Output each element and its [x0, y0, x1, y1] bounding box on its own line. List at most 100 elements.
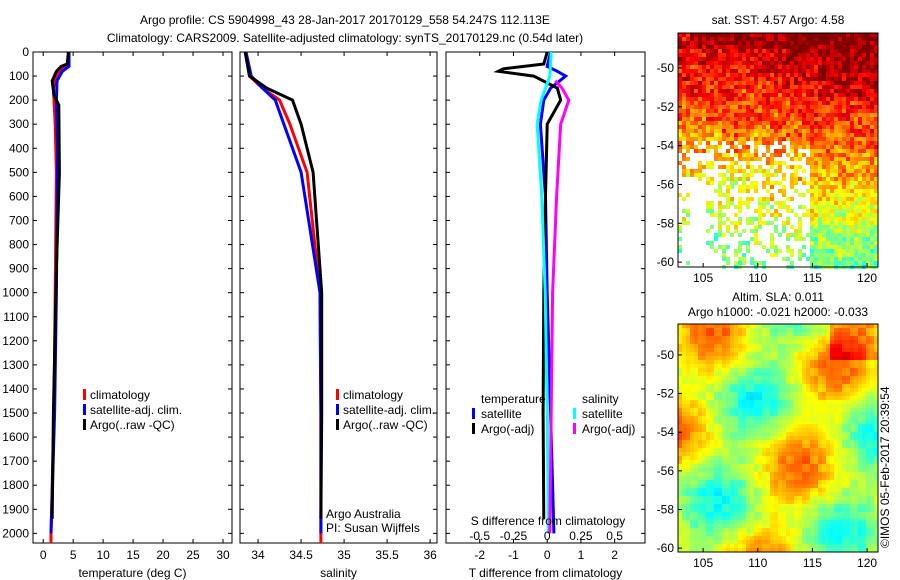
map-cell [754, 249, 758, 253]
map-cell [866, 185, 870, 189]
map-cell [814, 177, 818, 181]
map-cell [738, 368, 742, 372]
map-cell [682, 400, 686, 404]
map-cell [758, 121, 762, 125]
map-cell [714, 376, 718, 380]
map-cell [774, 396, 778, 400]
map-cell [746, 249, 750, 253]
map-cell [686, 105, 690, 109]
x2-tick-label: 0.25 [569, 529, 593, 543]
map-cell [822, 249, 826, 253]
map-cell [730, 368, 734, 372]
map-cell [778, 193, 782, 197]
map-cell [802, 229, 806, 233]
map-cell [686, 348, 690, 352]
map-cell [694, 137, 698, 141]
map-cell [806, 352, 810, 356]
map-cell [698, 181, 702, 185]
map-cell [874, 444, 878, 448]
map-cell [742, 448, 746, 452]
map-cell [766, 384, 770, 388]
map-cell [810, 424, 814, 428]
map-cell [798, 69, 802, 73]
map-cell [830, 412, 834, 416]
map-cell [742, 444, 746, 448]
map-cell [750, 189, 754, 193]
x-tick-label: -1 [508, 548, 519, 562]
map-cell [830, 141, 834, 145]
map-cell [810, 189, 814, 193]
map-cell [758, 456, 762, 460]
map-cell [778, 113, 782, 117]
map-cell [806, 193, 810, 197]
legend-swatch [336, 419, 339, 430]
map-cell [782, 261, 786, 265]
map-cell [678, 360, 682, 364]
map-cell [690, 356, 694, 360]
map-cell [814, 392, 818, 396]
map-cell [806, 420, 810, 424]
map-cell [686, 73, 690, 77]
map-cell [762, 448, 766, 452]
map-cell [758, 257, 762, 261]
map-cell [706, 452, 710, 456]
map-cell [714, 392, 718, 396]
map-cell [762, 352, 766, 356]
map-cell [682, 33, 686, 37]
map-cell [706, 464, 710, 468]
map-cell [842, 105, 846, 109]
map-cell [802, 368, 806, 372]
map-cell [822, 432, 826, 436]
map-cell [694, 384, 698, 388]
map-cell [766, 141, 770, 145]
map-cell [858, 253, 862, 257]
map-cell [718, 85, 722, 89]
map-cell [798, 101, 802, 105]
map-cell [742, 332, 746, 336]
map-cell [790, 49, 794, 53]
map-cell [686, 332, 690, 336]
map-cell [774, 253, 778, 257]
map-cell [826, 201, 830, 205]
map-cell [822, 400, 826, 404]
map-cell [766, 360, 770, 364]
map-cell [858, 53, 862, 57]
map-cell [858, 328, 862, 332]
map-cell [822, 348, 826, 352]
map-cell [858, 189, 862, 193]
map-cell [742, 93, 746, 97]
map-cell [738, 117, 742, 121]
map-cell [818, 101, 822, 105]
map-cell [850, 109, 854, 113]
map-cell [830, 153, 834, 157]
map-cell [862, 436, 866, 440]
map-cell [698, 117, 702, 121]
map-cell [786, 380, 790, 384]
map-cell [718, 257, 722, 261]
map-cell [726, 205, 730, 209]
map-cell [718, 169, 722, 173]
map-cell [830, 428, 834, 432]
map-cell [834, 53, 838, 57]
map-cell [730, 205, 734, 209]
map-cell [722, 352, 726, 356]
map-cell [762, 153, 766, 157]
map-cell [722, 221, 726, 225]
map-cell [830, 380, 834, 384]
map-cell [866, 408, 870, 412]
map-cell [774, 448, 778, 452]
map-cell [810, 157, 814, 161]
map-cell [850, 460, 854, 464]
map-cell [838, 77, 842, 81]
map-cell [846, 185, 850, 189]
map-cell [710, 161, 714, 165]
map-cell [678, 328, 682, 332]
map-cell [830, 77, 834, 81]
map-cell [790, 424, 794, 428]
map-cell [722, 189, 726, 193]
map-cell [738, 121, 742, 125]
map-cell [678, 241, 682, 245]
map-cell [830, 197, 834, 201]
map-cell [770, 113, 774, 117]
